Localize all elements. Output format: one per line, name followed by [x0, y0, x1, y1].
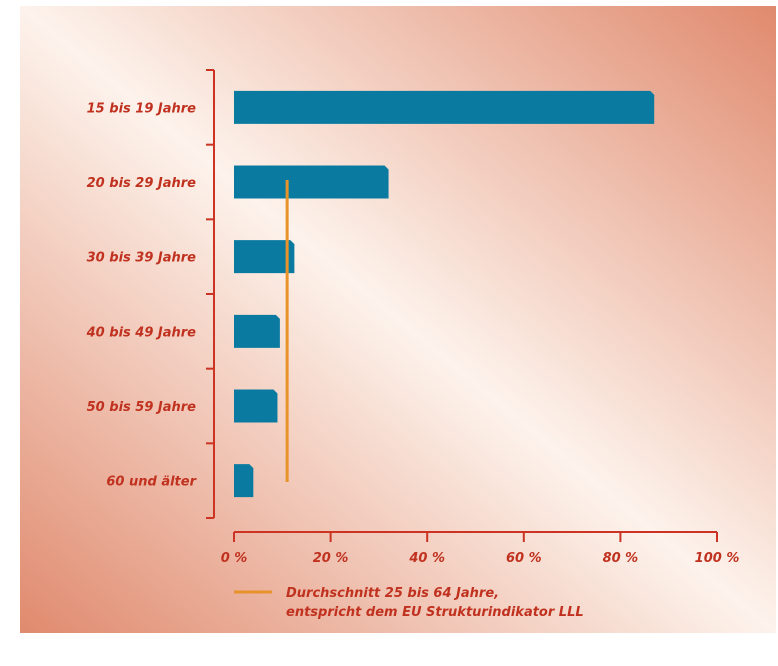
bar [234, 90, 655, 124]
bar [234, 165, 389, 199]
x-axis [233, 531, 718, 542]
x-tick-label: 40 % [408, 551, 445, 566]
category-labels: 15 bis 19 Jahre 20 bis 29 Jahre 30 bis 39 … [86, 101, 198, 489]
x-tick-label: 100 % [695, 551, 740, 566]
x-tick-label: 0 % [221, 551, 248, 566]
y-axis [206, 69, 215, 519]
category-label: 15 bis 19 Jahre [87, 101, 197, 116]
x-tick-label: 60 % [506, 551, 542, 566]
x-tick-label: 20 % [313, 551, 349, 566]
bar [234, 389, 278, 423]
legend-label-line-1: Durchschnitt 25 bis 64 Jahre, [286, 586, 499, 601]
category-label: 60 und älter [106, 475, 197, 490]
category-label: 30 bis 39 Jahre [87, 251, 197, 266]
bar [234, 240, 295, 274]
category-label: 50 bis 59 Jahre [87, 400, 197, 415]
bar [234, 464, 254, 498]
category-label: 20 bis 29 Jahre [87, 176, 197, 191]
legend: Durchschnitt 25 bis 64 Jahre, entspricht… [234, 586, 584, 620]
legend-label-line-2: entspricht dem EU Strukturindikator LLL [286, 605, 584, 620]
category-label: 40 bis 49 Jahre [86, 325, 197, 340]
bars [234, 90, 655, 498]
x-tick-label: 80 % [603, 551, 639, 566]
x-tick-labels: 0 % 20 % 40 % 60 % 80 % 100 % [221, 551, 740, 566]
bar [234, 314, 280, 348]
